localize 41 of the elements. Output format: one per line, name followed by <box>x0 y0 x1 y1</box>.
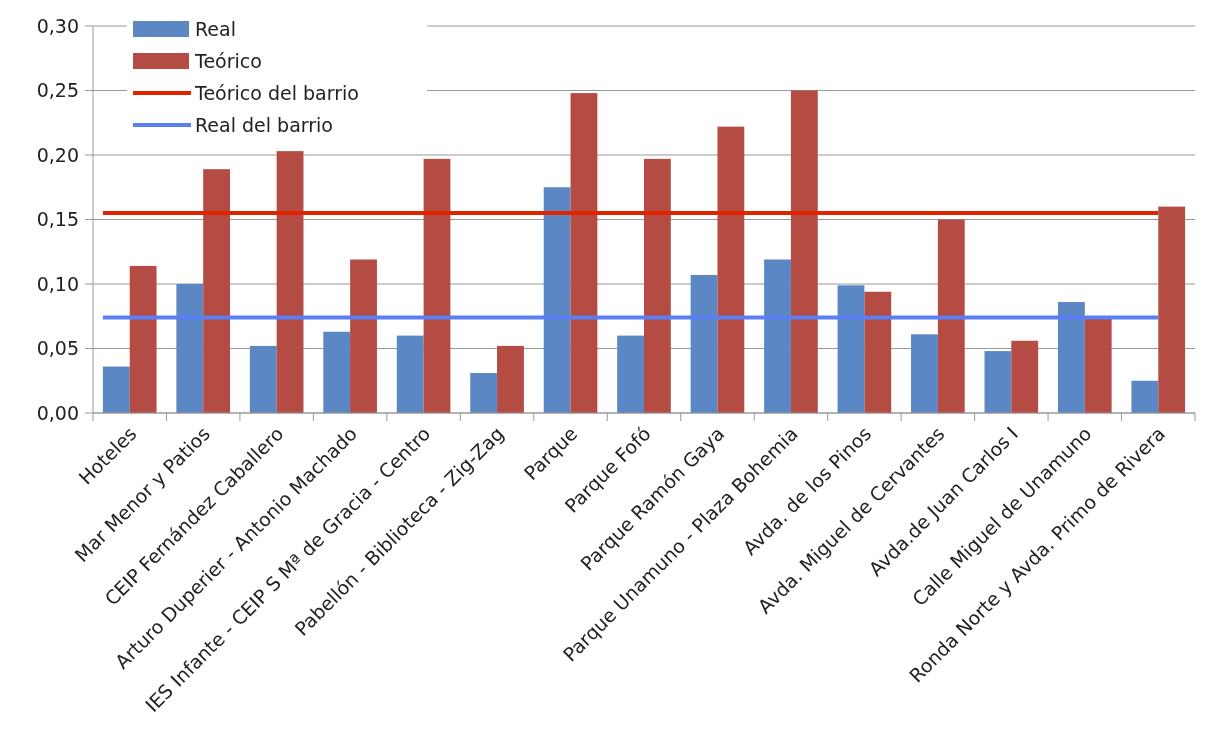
bar <box>1011 340 1039 413</box>
bar <box>984 351 1012 413</box>
bar <box>937 219 965 413</box>
bar <box>203 169 231 413</box>
bar <box>617 335 644 413</box>
bar <box>790 90 818 413</box>
bar <box>644 158 671 413</box>
y-tick-label: 0,05 <box>36 337 79 360</box>
bar <box>717 126 745 413</box>
bar <box>911 334 938 413</box>
bar <box>1158 206 1186 413</box>
bar <box>276 151 304 413</box>
bar <box>764 259 791 413</box>
bar <box>1084 317 1112 413</box>
bar <box>323 331 351 413</box>
y-tick-label: 0,15 <box>36 208 79 231</box>
y-tick-label: 0,30 <box>36 14 79 37</box>
bar <box>350 259 377 413</box>
bar <box>497 345 524 413</box>
y-tick-label: 0,00 <box>36 401 79 424</box>
bar <box>396 335 424 413</box>
bar <box>102 366 130 413</box>
bar <box>129 265 157 413</box>
bar <box>176 284 204 413</box>
bar <box>1057 302 1085 413</box>
bar <box>249 345 277 413</box>
legend-label: Teórico del barrio <box>194 81 359 104</box>
bar <box>423 158 451 413</box>
bar <box>570 93 598 413</box>
bar <box>864 291 892 413</box>
bar <box>1131 380 1159 413</box>
bar <box>543 187 571 413</box>
bar <box>690 274 718 413</box>
legend-label: Real del barrio <box>195 113 333 136</box>
bar <box>837 285 865 413</box>
y-tick-label: 0,20 <box>36 143 79 166</box>
legend-label: Teórico <box>194 49 262 72</box>
legend-label: Real <box>195 17 236 40</box>
y-tick-label: 0,10 <box>36 272 79 295</box>
bar <box>470 373 498 413</box>
y-tick-label: 0,25 <box>36 79 79 102</box>
